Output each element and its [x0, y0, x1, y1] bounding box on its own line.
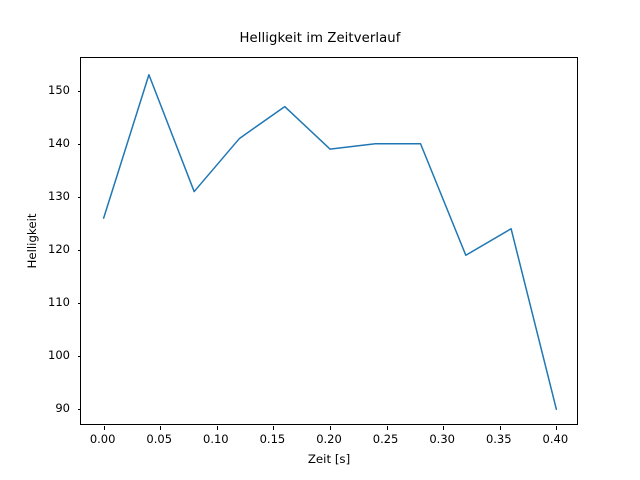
x-axis-label: Zeit [s] — [307, 452, 351, 466]
x-tick-mark — [330, 426, 331, 430]
x-tick-label: 0.20 — [316, 432, 342, 446]
y-tick-label: 140 — [48, 135, 70, 150]
y-tick-label: 150 — [48, 82, 70, 97]
x-tick-mark — [103, 426, 105, 430]
x-tick-mark — [499, 426, 501, 430]
y-tick-label: 120 — [48, 241, 70, 256]
y-tick-mark — [77, 356, 81, 358]
x-tick-label: 0.30 — [429, 432, 455, 446]
line-series-svg — [102, 73, 558, 411]
y-tick-label: 130 — [48, 188, 70, 203]
chart-title: Helligkeit im Zeitverlauf — [239, 31, 401, 46]
x-tick-mark — [386, 426, 388, 430]
y-tick-mark — [77, 143, 81, 145]
plot-area — [77, 57, 578, 430]
y-tick-label: 100 — [48, 348, 70, 363]
x-tick-label: 0.05 — [146, 432, 173, 446]
x-tick-mark — [273, 426, 275, 430]
x-tick-mark — [216, 426, 218, 430]
x-tick-label: 0.40 — [542, 432, 569, 446]
x-tick-label: 0.35 — [485, 432, 512, 446]
x-tick-label: 0.15 — [259, 432, 286, 446]
y-tick-mark — [77, 90, 81, 92]
y-tick-label: 90 — [55, 401, 70, 416]
x-tick-label: 0.00 — [89, 432, 116, 446]
x-tick-mark — [556, 426, 558, 430]
x-tick-mark — [160, 426, 162, 430]
y-tick-mark — [77, 303, 81, 305]
data-line-helligkeit — [102, 73, 558, 411]
x-tick-label: 0.25 — [372, 432, 399, 446]
x-tick-label: 0.10 — [203, 432, 229, 446]
y-tick-mark — [77, 249, 81, 251]
x-tick-mark — [443, 426, 445, 430]
y-tick-label: 110 — [48, 295, 70, 310]
y-tick-mark — [77, 409, 81, 411]
y-tick-mark — [77, 196, 81, 198]
